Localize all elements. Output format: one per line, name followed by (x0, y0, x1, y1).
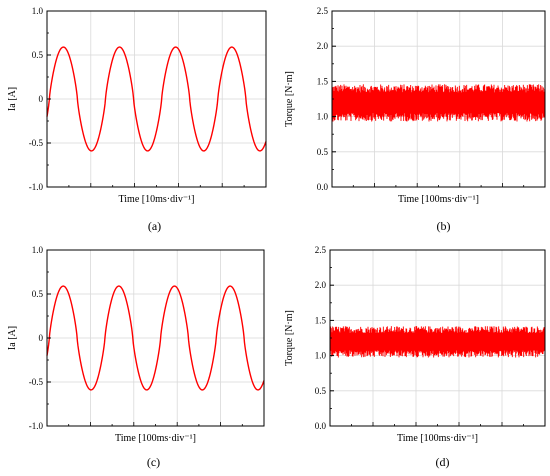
panel-c-x-axis-label: Time [100ms·div⁻¹] (115, 433, 196, 444)
y-tick-label: 2.0 (317, 41, 329, 51)
panel-b-y-axis-label: Torque [N·m] (284, 71, 295, 127)
y-tick-label: 2.5 (317, 6, 329, 16)
y-tick-label: 0 (39, 94, 44, 104)
y-tick-label: -1.0 (29, 182, 44, 192)
y-tick-label: -1.0 (29, 421, 44, 431)
panel-c-grid (47, 250, 264, 426)
panel-d-torque-trace (329, 326, 546, 358)
panel-b-caption: (b) (437, 219, 451, 233)
y-tick-label: -0.5 (29, 377, 44, 387)
panel-d: 2.5 2.0 1.5 1.0 0.5 0.0 Time [100ms·div⁻¹] To… (284, 245, 546, 469)
panel-a-y-axis-label: Ia [A] (7, 87, 18, 111)
panel-b-torque-trace (331, 84, 546, 122)
panel-a-caption: (a) (148, 219, 161, 233)
y-tick-label: 0.5 (315, 386, 327, 396)
y-tick-label: 1.0 (315, 351, 327, 361)
y-tick-label: 0.5 (32, 289, 44, 299)
y-tick-label: 0.5 (317, 147, 329, 157)
y-tick-label: 1.5 (317, 76, 329, 86)
panel-b: 2.5 2.0 1.5 1.0 0.5 0.0 Time [100ms·div⁻¹] To… (284, 6, 546, 233)
panel-c-current-trace (46, 285, 265, 391)
y-tick-label: 0.0 (315, 421, 327, 431)
panel-c-caption: (c) (147, 455, 160, 469)
y-tick-label: 1.5 (315, 315, 327, 325)
panel-a-current-trace (46, 46, 267, 152)
panel-c-ticks: 1.0 0.5 0 -0.5 -1.0 (29, 245, 243, 431)
panel-d-ticks: 2.5 2.0 1.5 1.0 0.5 0.0 (315, 245, 524, 431)
panel-c-y-axis-label: Ia [A] (7, 326, 18, 350)
y-tick-label: 1.0 (317, 112, 329, 122)
panel-a-ticks: 1.0 0.5 0 -0.5 -1.0 (29, 6, 245, 192)
y-tick-label: 2.0 (315, 280, 327, 290)
panel-a: 1.0 0.5 0 -0.5 -1.0 Time [10ms·div⁻¹] Ia [A]… (7, 6, 267, 233)
y-tick-label: 0.0 (317, 182, 329, 192)
panel-b-ticks: 2.5 2.0 1.5 1.0 0.5 0.0 (317, 6, 525, 192)
panel-d-caption: (d) (436, 455, 450, 469)
y-tick-label: 2.5 (315, 245, 327, 255)
panel-a-x-axis-label: Time [10ms·div⁻¹] (119, 194, 195, 205)
y-tick-label: 0.5 (32, 50, 44, 60)
y-tick-label: 1.0 (32, 245, 44, 255)
panel-c: 1.0 0.5 0 -0.5 -1.0 Time [100ms·div⁻¹] Ia [A… (7, 245, 265, 469)
panel-d-x-axis-label: Time [100ms·div⁻¹] (397, 433, 478, 444)
panel-d-y-axis-label: Torque [N·m] (284, 310, 295, 366)
panel-a-grid (47, 11, 266, 187)
y-tick-label: 1.0 (32, 6, 44, 16)
panel-b-x-axis-label: Time [100ms·div⁻¹] (398, 194, 479, 205)
y-tick-label: 0 (39, 333, 44, 343)
y-tick-label: -0.5 (29, 138, 44, 148)
